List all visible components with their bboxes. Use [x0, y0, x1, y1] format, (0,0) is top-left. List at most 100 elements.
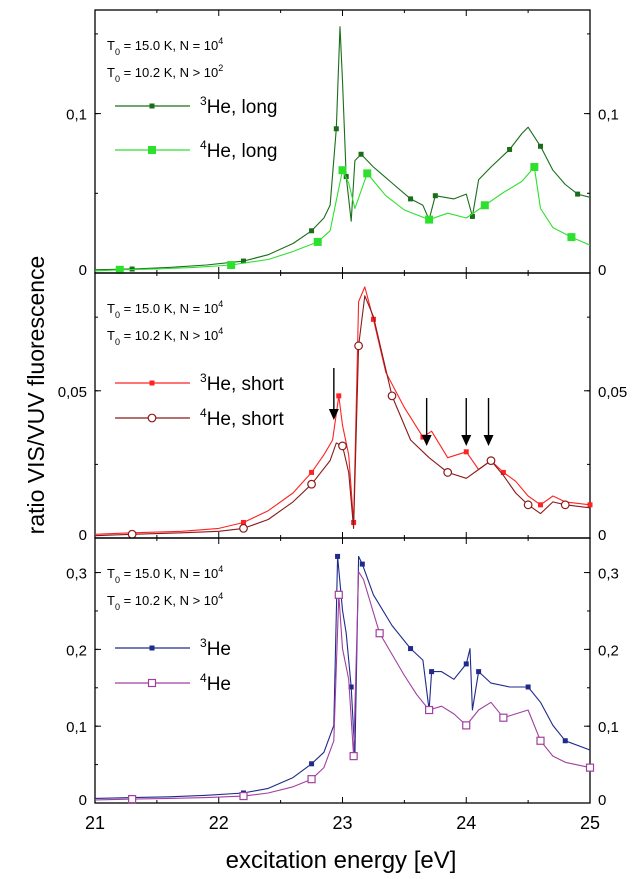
y-tick-label-left: 0,1	[66, 107, 87, 124]
data-point	[128, 795, 137, 804]
legend-swatch-marker	[147, 413, 157, 423]
data-point	[307, 479, 316, 489]
series-line-top-1	[94, 166, 591, 272]
x-tick-label: 25	[580, 813, 600, 833]
data-point	[560, 500, 570, 510]
data-point	[538, 502, 543, 508]
data-point	[469, 213, 475, 219]
series-line-middle-1	[94, 295, 591, 537]
data-point	[530, 163, 539, 172]
data-point	[348, 684, 354, 690]
chart-panels: 0 0 0,1 0,1 T0 = 15.0 K, N = 104 T0 = 10.2 K,…	[58, 9, 627, 833]
legend-swatch-marker	[149, 380, 155, 386]
data-point	[343, 174, 349, 180]
legend-label-bottom-0: 3He	[200, 636, 231, 660]
series-line-bottom-0	[94, 555, 591, 799]
data-point	[575, 191, 581, 197]
data-point	[523, 500, 533, 510]
data-point	[432, 193, 438, 199]
annotation-arrow-head	[328, 409, 339, 420]
data-point	[336, 393, 342, 399]
legend-swatch-marker	[149, 645, 155, 651]
y-tick-label-right: 0	[598, 527, 606, 544]
data-point	[349, 752, 358, 761]
series-line-bottom-1	[94, 571, 591, 801]
annotation-arrow-head	[461, 435, 472, 446]
legend-label-bottom-1: 4He	[200, 671, 231, 695]
y-tick-label-left: 0,2	[66, 642, 87, 659]
legend-swatch-marker	[148, 146, 156, 154]
data-point	[338, 441, 347, 451]
panel-bottom: 0 0 0,1 0,1 0,2 0,2 0,3 0,3 T0 = 15.0 K, N = 104…	[66, 537, 619, 809]
data-point	[425, 215, 434, 224]
data-point	[507, 146, 513, 152]
y-tick-label-left: 0,1	[66, 719, 87, 736]
data-point	[463, 449, 469, 455]
data-point	[443, 468, 453, 477]
data-point	[525, 684, 531, 690]
data-point	[486, 456, 496, 466]
data-point	[387, 391, 397, 401]
data-point	[375, 629, 384, 638]
panel-top: 0 0 0,1 0,1 T0 = 15.0 K, N = 104 T0 = 10.2 K,…	[66, 9, 619, 279]
legend-swatch-marker	[149, 103, 155, 109]
x-tick-label: 23	[332, 813, 352, 833]
data-point	[536, 736, 545, 745]
y-tick-label-right: 0	[598, 792, 606, 809]
data-point	[429, 669, 435, 675]
data-point	[239, 523, 248, 533]
data-point	[335, 553, 341, 559]
data-point	[476, 669, 482, 675]
x-axis-label: excitation energy [eV]	[226, 847, 457, 874]
data-point	[587, 502, 593, 508]
data-point	[241, 519, 246, 525]
info-line-2: T0 = 10.2 K, N > 104	[107, 326, 223, 347]
info-line-2: T0 = 10.2 K, N > 104	[107, 591, 223, 612]
x-tick-label: 24	[456, 813, 476, 833]
x-tick-label: 22	[209, 813, 229, 833]
info-line-1: T0 = 15.0 K, N = 104	[107, 36, 223, 57]
data-point	[115, 265, 124, 274]
data-point	[227, 261, 236, 270]
legend-label-top-1: 4He, long	[200, 138, 277, 162]
data-point	[334, 590, 343, 599]
data-point	[354, 341, 363, 351]
series-line-top-0	[94, 26, 591, 271]
data-point	[307, 775, 316, 784]
data-point	[499, 713, 508, 722]
data-point	[239, 791, 248, 801]
annotation-arrow-head	[483, 435, 494, 446]
data-point	[425, 705, 434, 715]
info-line-2: T0 = 10.2 K, N > 102	[107, 63, 223, 84]
y-axis-label: ratio VIS/VUV fluorescence	[23, 256, 49, 535]
data-point	[480, 201, 489, 210]
data-point	[363, 169, 372, 178]
data-point	[358, 151, 364, 157]
y-tick-label-left: 0	[79, 527, 87, 544]
series-line-middle-0	[94, 286, 591, 535]
data-point	[408, 646, 414, 652]
data-point	[567, 233, 576, 242]
panel-middle: 0 0 0,05 0,05 T0 = 15.0 K, N = 104 T0 = 10.2 …	[58, 272, 627, 544]
data-point	[562, 738, 568, 744]
data-point	[309, 228, 315, 234]
legend-label-middle-0: 3He, short	[200, 371, 284, 395]
legend-label-top-0: 3He, long	[200, 94, 277, 118]
y-tick-label-right: 0	[598, 262, 606, 279]
y-tick-label-right: 0,1	[598, 107, 619, 124]
data-point	[370, 316, 376, 322]
data-point	[338, 166, 347, 175]
y-tick-label-left: 0,3	[66, 566, 87, 583]
info-line-1: T0 = 15.0 K, N = 104	[107, 299, 223, 320]
legend-swatch-marker	[147, 678, 157, 688]
y-tick-label-right: 0,1	[598, 719, 619, 736]
y-tick-label-right: 0,3	[598, 566, 619, 583]
annotation-arrow-head	[421, 435, 432, 446]
y-tick-label-right: 0,05	[598, 384, 627, 401]
data-point	[462, 721, 471, 730]
y-tick-label-left: 0,05	[58, 384, 87, 401]
y-tick-label-left: 0	[79, 792, 87, 809]
info-line-1: T0 = 15.0 K, N = 104	[107, 564, 223, 585]
